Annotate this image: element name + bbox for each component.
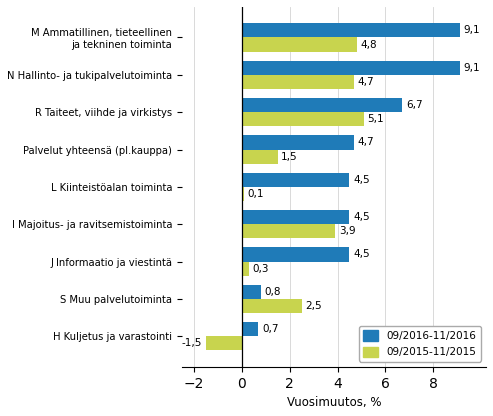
Bar [242, 112, 364, 126]
Text: 5,1: 5,1 [367, 114, 384, 124]
Text: 4,5: 4,5 [353, 212, 370, 222]
Bar [242, 322, 258, 336]
Bar [242, 149, 278, 164]
Text: 4,5: 4,5 [353, 250, 370, 260]
Text: 4,5: 4,5 [353, 175, 370, 185]
Bar [242, 248, 350, 262]
Bar [242, 299, 302, 313]
Bar [242, 285, 261, 299]
Bar [242, 23, 459, 37]
Text: 4,7: 4,7 [358, 77, 375, 87]
Text: 0,3: 0,3 [252, 264, 269, 274]
Bar [242, 61, 459, 75]
Bar [242, 75, 354, 89]
Text: -1,5: -1,5 [182, 338, 202, 348]
Text: 0,8: 0,8 [264, 287, 281, 297]
Bar [206, 336, 242, 350]
Text: 0,7: 0,7 [262, 324, 279, 334]
Text: 3,9: 3,9 [339, 226, 355, 236]
Text: 2,5: 2,5 [305, 301, 322, 311]
Bar [242, 173, 350, 187]
Bar [242, 187, 244, 201]
Bar [242, 224, 335, 238]
Text: 6,7: 6,7 [406, 100, 423, 110]
Text: 9,1: 9,1 [463, 25, 480, 35]
X-axis label: Vuosimuutos, %: Vuosimuutos, % [286, 396, 381, 409]
Bar [242, 135, 354, 149]
Text: 4,8: 4,8 [360, 40, 377, 50]
Legend: 09/2016-11/2016, 09/2015-11/2015: 09/2016-11/2016, 09/2015-11/2015 [359, 326, 481, 362]
Text: 0,1: 0,1 [247, 189, 264, 199]
Bar [242, 210, 350, 224]
Text: 9,1: 9,1 [463, 63, 480, 73]
Bar [242, 262, 249, 276]
Bar [242, 98, 402, 112]
Text: 1,5: 1,5 [281, 151, 298, 161]
Text: 4,7: 4,7 [358, 137, 375, 147]
Bar [242, 37, 356, 52]
